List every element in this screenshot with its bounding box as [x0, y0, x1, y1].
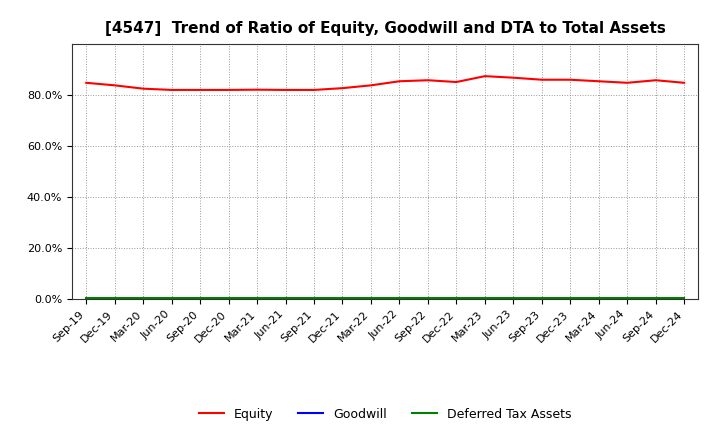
Deferred Tax Assets — [452, 295, 461, 301]
Deferred Tax Assets — [310, 295, 318, 301]
Goodwill — [623, 297, 631, 302]
Goodwill — [480, 297, 489, 302]
Goodwill — [82, 297, 91, 302]
Equity — [366, 83, 375, 88]
Legend: Equity, Goodwill, Deferred Tax Assets: Equity, Goodwill, Deferred Tax Assets — [194, 403, 577, 425]
Equity — [423, 77, 432, 83]
Equity — [395, 79, 404, 84]
Equity — [537, 77, 546, 82]
Deferred Tax Assets — [366, 295, 375, 301]
Deferred Tax Assets — [167, 295, 176, 301]
Deferred Tax Assets — [509, 295, 518, 301]
Deferred Tax Assets — [225, 295, 233, 301]
Equity — [338, 85, 347, 91]
Goodwill — [652, 297, 660, 302]
Goodwill — [366, 297, 375, 302]
Deferred Tax Assets — [282, 295, 290, 301]
Line: Equity: Equity — [86, 76, 684, 90]
Deferred Tax Assets — [537, 295, 546, 301]
Goodwill — [566, 297, 575, 302]
Goodwill — [310, 297, 318, 302]
Equity — [509, 75, 518, 81]
Deferred Tax Assets — [680, 295, 688, 301]
Goodwill — [537, 297, 546, 302]
Goodwill — [395, 297, 404, 302]
Equity — [110, 83, 119, 88]
Goodwill — [509, 297, 518, 302]
Equity — [623, 80, 631, 85]
Goodwill — [338, 297, 347, 302]
Deferred Tax Assets — [196, 295, 204, 301]
Goodwill — [452, 297, 461, 302]
Goodwill — [680, 297, 688, 302]
Goodwill — [110, 297, 119, 302]
Equity — [652, 77, 660, 83]
Deferred Tax Assets — [623, 295, 631, 301]
Goodwill — [595, 297, 603, 302]
Goodwill — [225, 297, 233, 302]
Deferred Tax Assets — [395, 295, 404, 301]
Deferred Tax Assets — [652, 295, 660, 301]
Deferred Tax Assets — [82, 295, 91, 301]
Equity — [282, 87, 290, 92]
Equity — [196, 87, 204, 92]
Equity — [480, 73, 489, 79]
Title: [4547]  Trend of Ratio of Equity, Goodwill and DTA to Total Assets: [4547] Trend of Ratio of Equity, Goodwil… — [105, 21, 665, 36]
Deferred Tax Assets — [253, 295, 261, 301]
Goodwill — [282, 297, 290, 302]
Deferred Tax Assets — [139, 295, 148, 301]
Deferred Tax Assets — [480, 295, 489, 301]
Deferred Tax Assets — [423, 295, 432, 301]
Equity — [225, 87, 233, 92]
Goodwill — [167, 297, 176, 302]
Equity — [680, 80, 688, 85]
Goodwill — [423, 297, 432, 302]
Equity — [139, 86, 148, 92]
Goodwill — [196, 297, 204, 302]
Deferred Tax Assets — [338, 295, 347, 301]
Deferred Tax Assets — [110, 295, 119, 301]
Deferred Tax Assets — [595, 295, 603, 301]
Deferred Tax Assets — [566, 295, 575, 301]
Equity — [310, 87, 318, 92]
Equity — [167, 87, 176, 92]
Equity — [566, 77, 575, 82]
Goodwill — [139, 297, 148, 302]
Equity — [253, 87, 261, 92]
Goodwill — [253, 297, 261, 302]
Equity — [82, 80, 91, 85]
Equity — [452, 79, 461, 84]
Equity — [595, 79, 603, 84]
